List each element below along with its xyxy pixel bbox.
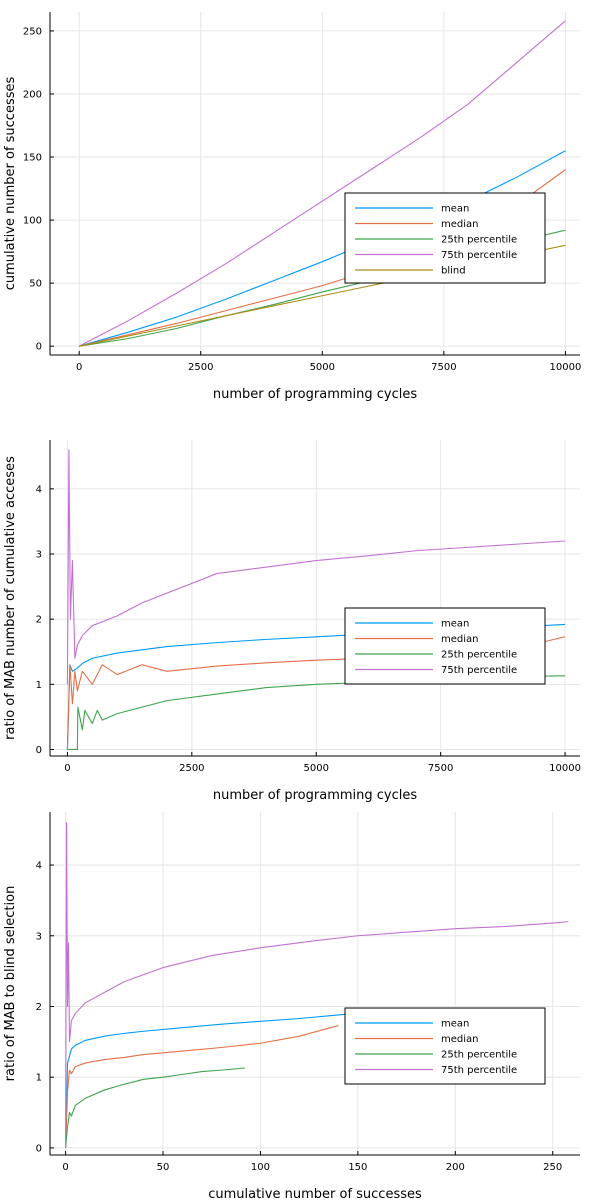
y-tick-label: 200 <box>23 89 42 100</box>
y-tick-label: 2 <box>36 1002 42 1013</box>
x-tick-label: 0 <box>76 362 82 373</box>
y-tick-label: 3 <box>36 931 42 942</box>
y-tick-label: 50 <box>29 279 42 290</box>
legend-label-mean: mean <box>441 619 469 630</box>
legend-box <box>344 1007 546 1085</box>
legend-label-p75: 75th percentile <box>441 250 517 261</box>
x-tick-label: 10000 <box>550 362 582 373</box>
legend-label-median: median <box>441 634 479 645</box>
y-tick-label: 1 <box>36 1073 42 1084</box>
legend-box <box>344 607 546 685</box>
x-tick-label: 5000 <box>310 362 335 373</box>
x-tick-label: 7500 <box>431 362 456 373</box>
x-tick-label: 150 <box>348 1162 367 1173</box>
y-tick-label: 2 <box>36 615 42 626</box>
legend-label-mean: mean <box>441 1019 469 1030</box>
legend-label-median: median <box>441 1034 479 1045</box>
legend-label-p25: 25th percentile <box>441 1050 517 1061</box>
y-tick-label: 0 <box>36 342 42 353</box>
y-tick-label: 4 <box>36 861 42 872</box>
chart-panel-1: 0 2500 5000 7500 10000 0 50 100 150 200 250 number … <box>3 12 581 402</box>
x-tick-label: 10000 <box>549 763 581 774</box>
y-axis-label: ratio of MAB number of cumulative accese… <box>3 456 18 740</box>
x-tick-label: 2500 <box>179 763 204 774</box>
legend-label-blind: blind <box>441 266 466 277</box>
chart-panel-2: 0 2500 5000 7500 10000 0 1 2 3 4 number of program… <box>3 440 581 803</box>
y-tick-label: 150 <box>23 153 42 164</box>
series-line-p75 <box>78 20 566 347</box>
legend-label-p25: 25th percentile <box>441 235 517 246</box>
y-tick-label: 1 <box>36 680 42 691</box>
chart-panel-3: 0 50 100 150 200 250 0 1 2 3 4 cumulative number of… <box>3 812 580 1200</box>
y-tick-label: 0 <box>36 1143 42 1154</box>
legend-label-p75: 75th percentile <box>441 665 517 676</box>
legend-label-p75: 75th percentile <box>441 1065 517 1076</box>
x-tick-label: 2500 <box>188 362 213 373</box>
series-line-median <box>65 1025 339 1148</box>
y-tick-label: 3 <box>36 550 42 561</box>
x-tick-label: 250 <box>543 1162 562 1173</box>
y-axis-label: cumulative number of successes <box>3 77 18 291</box>
legend-label-mean: mean <box>441 204 469 215</box>
x-tick-label: 0 <box>64 763 70 774</box>
x-tick-label: 100 <box>251 1162 270 1173</box>
y-tick-label: 100 <box>23 216 42 227</box>
x-tick-label: 50 <box>157 1162 170 1173</box>
y-axis-label: ratio of MAB to blind selection <box>3 886 18 1082</box>
series-line-p25 <box>65 1067 245 1148</box>
x-tick-label: 0 <box>62 1162 68 1173</box>
x-tick-label: 5000 <box>304 763 329 774</box>
x-tick-label: 200 <box>446 1162 465 1173</box>
series-line-mean <box>65 1011 368 1148</box>
series-line-p75 <box>65 822 569 1148</box>
y-tick-label: 250 <box>23 26 42 37</box>
y-tick-label: 0 <box>36 745 42 756</box>
series-line-p75 <box>66 449 566 685</box>
y-tick-label: 4 <box>36 484 42 495</box>
x-tick-label: 7500 <box>428 763 453 774</box>
legend-label-p25: 25th percentile <box>441 650 517 661</box>
x-axis-label: number of programming cycles <box>213 387 418 402</box>
legend-label-median: median <box>441 219 479 230</box>
x-axis-label: cumulative number of successes <box>208 1187 422 1200</box>
x-axis-label: number of programming cycles <box>213 788 418 803</box>
